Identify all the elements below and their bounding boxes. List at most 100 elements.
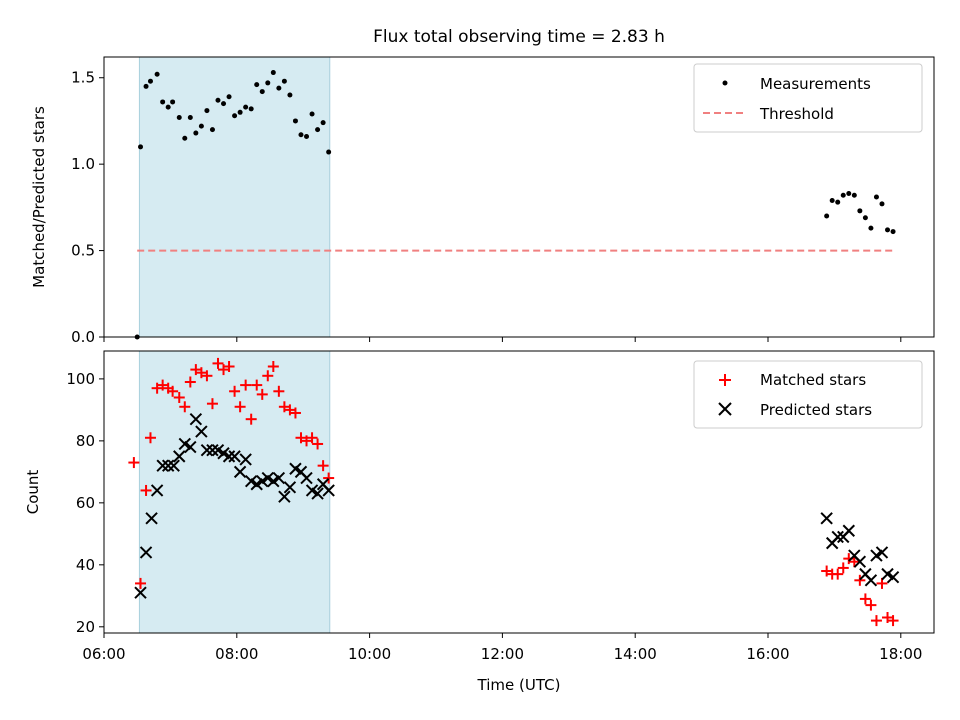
matched-star-point xyxy=(267,360,279,372)
predicted-star-point xyxy=(184,440,197,454)
predicted-star-point xyxy=(820,512,833,525)
legend-predicted-label: Predicted stars xyxy=(760,401,872,419)
measurement-point xyxy=(885,227,891,233)
predicted-star-point xyxy=(156,459,169,472)
matched-star-point xyxy=(312,438,324,450)
x-tick-label: 10:00 xyxy=(348,645,391,663)
measurement-point xyxy=(143,83,149,89)
top-legend-box xyxy=(693,63,923,133)
measurement-point xyxy=(276,85,282,91)
matched-star-point xyxy=(206,398,218,410)
matched-star-point xyxy=(301,435,313,447)
bottom-legend: Matched stars Predicted stars xyxy=(693,360,923,429)
measurement-point xyxy=(215,97,221,103)
matched-star-point xyxy=(837,562,849,574)
measurement-point xyxy=(873,194,879,200)
matched-star-point xyxy=(323,472,335,484)
matched-star-point xyxy=(240,379,252,391)
matched-star-point xyxy=(218,364,230,376)
measurement-point xyxy=(232,113,238,119)
measurement-point xyxy=(160,99,166,105)
predicted-star-point xyxy=(278,490,291,503)
predicted-star-point xyxy=(300,471,313,485)
measurement-point xyxy=(868,225,874,231)
measurement-point xyxy=(154,71,160,77)
measurement-point xyxy=(851,192,857,198)
matched-star-point xyxy=(179,401,191,413)
predicted-star-point xyxy=(139,546,153,559)
x-tick-label: 12:00 xyxy=(481,645,524,663)
top-y-tick-label: 1.5 xyxy=(71,69,95,87)
measurement-point xyxy=(243,104,249,110)
predicted-star-point xyxy=(206,443,219,457)
measurement-point xyxy=(147,78,153,84)
matched-star-point xyxy=(870,615,882,627)
bottom-legend-box xyxy=(693,360,923,429)
predicted-star-point xyxy=(134,586,147,599)
legend-measurements-label: Measurements xyxy=(760,75,871,93)
matched-star-point xyxy=(317,460,329,472)
measurement-point xyxy=(198,123,204,129)
matched-star-point xyxy=(832,568,844,580)
predicted-star-point xyxy=(222,450,236,463)
chart-title: Flux total observing time = 2.83 h xyxy=(373,27,665,47)
matched-star-point xyxy=(167,385,179,397)
predicted-star-point xyxy=(283,481,297,494)
matched-star-point xyxy=(173,391,185,403)
bottom-plot-frame xyxy=(103,350,935,634)
top-y-tick-label: 1.0 xyxy=(71,155,95,173)
top-y-tick-label: 0.5 xyxy=(71,242,95,260)
measurement-point xyxy=(862,215,868,221)
predicted-star-point xyxy=(195,425,208,438)
bottom-y-tick-label: 20 xyxy=(76,618,95,636)
predicted-star-point xyxy=(145,512,158,525)
predicted-star-point xyxy=(167,459,180,472)
predicted-star-point xyxy=(189,412,203,426)
x-tick-label: 08:00 xyxy=(215,645,258,663)
matched-star-point xyxy=(278,401,290,413)
matched-star-point xyxy=(859,593,871,605)
matched-star-point xyxy=(882,612,894,624)
measurement-point xyxy=(298,132,304,138)
measurement-point xyxy=(237,109,243,115)
matched-star-point xyxy=(854,574,866,586)
measurement-point xyxy=(879,201,885,207)
matched-star-point xyxy=(128,457,140,469)
measurement-point xyxy=(193,130,199,136)
x-tick-label: 14:00 xyxy=(614,645,657,663)
measurement-point xyxy=(226,94,232,100)
predicted-star-point xyxy=(864,574,878,587)
legend-predicted-marker xyxy=(718,402,732,416)
predicted-star-point xyxy=(886,571,900,584)
measurement-point xyxy=(204,108,210,114)
matched-star-point xyxy=(135,577,147,589)
matched-star-point xyxy=(245,413,257,425)
predicted-star-point xyxy=(842,524,855,537)
matched-star-point xyxy=(876,577,888,589)
top-legend: Measurements Threshold xyxy=(693,63,923,133)
bottom-panel: 06:00 08:00 10:00 12:00 14:00 16:00 18:00 20 40… xyxy=(24,350,935,694)
bottom-y-tick-label: 40 xyxy=(76,556,95,574)
measurement-point xyxy=(176,114,182,120)
matched-star-point xyxy=(212,357,224,369)
bottom-ylabel: Count xyxy=(24,470,42,515)
measurement-point xyxy=(890,229,896,235)
matched-star-point xyxy=(140,484,152,496)
measurement-point xyxy=(170,99,176,105)
bottom-y-tick-label: 80 xyxy=(76,432,95,450)
x-tick-label: 16:00 xyxy=(746,645,789,663)
matched-star-point xyxy=(190,364,202,376)
matched-star-point xyxy=(865,599,877,611)
measurement-point xyxy=(287,92,293,98)
predicted-star-point xyxy=(228,450,241,463)
matched-star-point xyxy=(184,376,196,388)
measurement-point xyxy=(221,101,227,107)
matched-star-point xyxy=(144,432,156,444)
measurement-point xyxy=(254,82,260,88)
matched-star-point xyxy=(256,388,268,400)
measurement-point xyxy=(187,114,193,120)
measurement-point xyxy=(270,70,276,76)
matched-star-point xyxy=(273,385,285,397)
matched-star-point xyxy=(821,565,833,577)
